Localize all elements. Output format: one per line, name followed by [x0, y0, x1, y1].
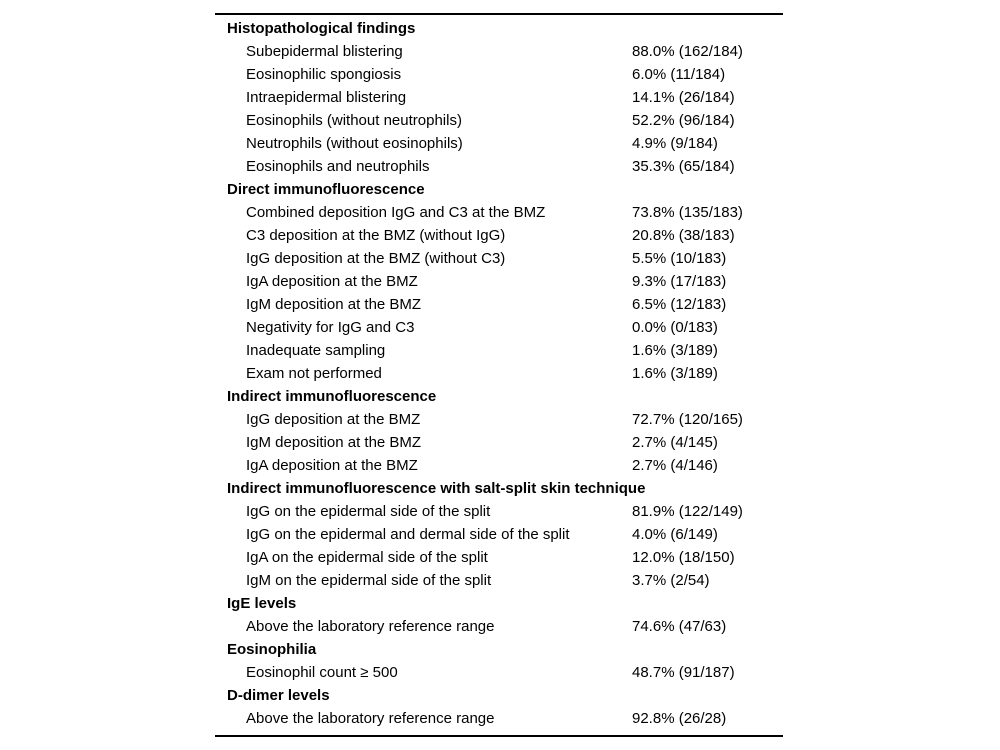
section-header: Indirect immunofluorescence with salt-sp… — [227, 480, 646, 497]
row-value: 6.0% (11/184) — [632, 66, 726, 83]
row-label: Eosinophils and neutrophils — [246, 158, 430, 175]
findings-table: Histopathological findings Subepidermal b… — [215, 13, 783, 737]
row-label: Eosinophils (without neutrophils) — [246, 112, 462, 129]
row-value: 12.0% (18/150) — [632, 549, 735, 566]
row-value: 35.3% (65/184) — [632, 158, 735, 175]
table-row: IgG deposition at the BMZ (without C3) 5.… — [215, 247, 783, 270]
row-value: 73.8% (135/183) — [632, 204, 743, 221]
row-value: 52.2% (96/184) — [632, 112, 735, 129]
table-row: IgA deposition at the BMZ 2.7% (4/146) — [215, 454, 783, 477]
row-value: 6.5% (12/183) — [632, 296, 727, 313]
section-header: Histopathological findings — [227, 20, 416, 37]
section-header: Eosinophilia — [227, 641, 317, 658]
section-header: D-dimer levels — [227, 687, 330, 704]
row-value: 5.5% (10/183) — [632, 250, 727, 267]
section-header: Direct immunofluorescence — [227, 181, 425, 198]
section-header: IgE levels — [227, 595, 297, 612]
row-value: 2.7% (4/146) — [632, 457, 718, 474]
table-row: IgA deposition at the BMZ 9.3% (17/183) — [215, 270, 783, 293]
table-row: IgM on the epidermal side of the split 3.… — [215, 569, 783, 592]
row-value: 9.3% (17/183) — [632, 273, 727, 290]
row-value: 4.9% (9/184) — [632, 135, 718, 152]
table-row: IgG on the epidermal and dermal side of … — [215, 523, 783, 546]
row-label: Neutrophils (without eosinophils) — [246, 135, 463, 152]
row-label: IgG deposition at the BMZ — [246, 411, 421, 428]
row-value: 74.6% (47/63) — [632, 618, 727, 635]
table-row: Eosinophils (without neutrophils) 52.2% (… — [215, 109, 783, 132]
row-label: Exam not performed — [246, 365, 382, 382]
row-label: IgA deposition at the BMZ — [246, 457, 418, 474]
row-value: 92.8% (26/28) — [632, 710, 727, 727]
row-label: Subepidermal blistering — [246, 43, 403, 60]
table-row: Eosinophil count ≥ 500 48.7% (91/187) — [215, 661, 783, 684]
row-label: Above the laboratory reference range — [246, 710, 495, 727]
row-label: IgA on the epidermal side of the split — [246, 549, 488, 566]
table-row: IgM deposition at the BMZ 6.5% (12/183) — [215, 293, 783, 316]
table-row: Combined deposition IgG and C3 at the BM… — [215, 201, 783, 224]
row-label: Above the laboratory reference range — [246, 618, 495, 635]
row-label: IgM deposition at the BMZ — [246, 296, 422, 313]
row-value: 3.7% (2/54) — [632, 572, 710, 589]
table-row: Inadequate sampling 1.6% (3/189) — [215, 339, 783, 362]
row-label: Negativity for IgG and C3 — [246, 319, 415, 336]
row-label: IgG on the epidermal and dermal side of … — [246, 526, 570, 543]
table-row: Eosinophils and neutrophils 35.3% (65/184… — [215, 155, 783, 178]
row-value: 4.0% (6/149) — [632, 526, 718, 543]
row-value: 14.1% (26/184) — [632, 89, 735, 106]
row-value: 81.9% (122/149) — [632, 503, 743, 520]
row-value: 88.0% (162/184) — [632, 43, 743, 60]
row-value: 0.0% (0/183) — [632, 319, 718, 336]
row-value: 20.8% (38/183) — [632, 227, 735, 244]
table-row: Intraepidermal blistering 14.1% (26/184) — [215, 86, 783, 109]
table-row: IgA on the epidermal side of the split 12… — [215, 546, 783, 569]
table-row: IgG deposition at the BMZ 72.7% (120/165) — [215, 408, 783, 431]
row-label: Combined deposition IgG and C3 at the BM… — [246, 204, 546, 221]
row-label: C3 deposition at the BMZ (without IgG) — [246, 227, 506, 244]
table-row: Exam not performed 1.6% (3/189) — [215, 362, 783, 385]
row-value: 48.7% (91/187) — [632, 664, 735, 681]
row-value: 1.6% (3/189) — [632, 365, 718, 382]
row-value: 2.7% (4/145) — [632, 434, 718, 451]
table-row: Subepidermal blistering 88.0% (162/184) — [215, 40, 783, 63]
table-row: IgG on the epidermal side of the split 81… — [215, 500, 783, 523]
table-row: Above the laboratory reference range 74.6… — [215, 615, 783, 638]
table-row: IgM deposition at the BMZ 2.7% (4/145) — [215, 431, 783, 454]
row-value: 1.6% (3/189) — [632, 342, 718, 359]
row-label: IgG deposition at the BMZ (without C3) — [246, 250, 506, 267]
table-row: Above the laboratory reference range 92.8… — [215, 707, 783, 730]
table-row: Eosinophilic spongiosis 6.0% (11/184) — [215, 63, 783, 86]
table-row: C3 deposition at the BMZ (without IgG) 20… — [215, 224, 783, 247]
table-row: Negativity for IgG and C3 0.0% (0/183) — [215, 316, 783, 339]
row-label: IgG on the epidermal side of the split — [246, 503, 491, 520]
row-label: Intraepidermal blistering — [246, 89, 407, 106]
section-header: Indirect immunofluorescence — [227, 388, 437, 405]
row-label: Eosinophilic spongiosis — [246, 66, 402, 83]
row-value: 72.7% (120/165) — [632, 411, 743, 428]
row-label: Inadequate sampling — [246, 342, 386, 359]
table-row: Neutrophils (without eosinophils) 4.9% (9… — [215, 132, 783, 155]
row-label: IgA deposition at the BMZ — [246, 273, 418, 290]
row-label: IgM on the epidermal side of the split — [246, 572, 492, 589]
row-label: IgM deposition at the BMZ — [246, 434, 422, 451]
row-label: Eosinophil count ≥ 500 — [246, 664, 398, 681]
